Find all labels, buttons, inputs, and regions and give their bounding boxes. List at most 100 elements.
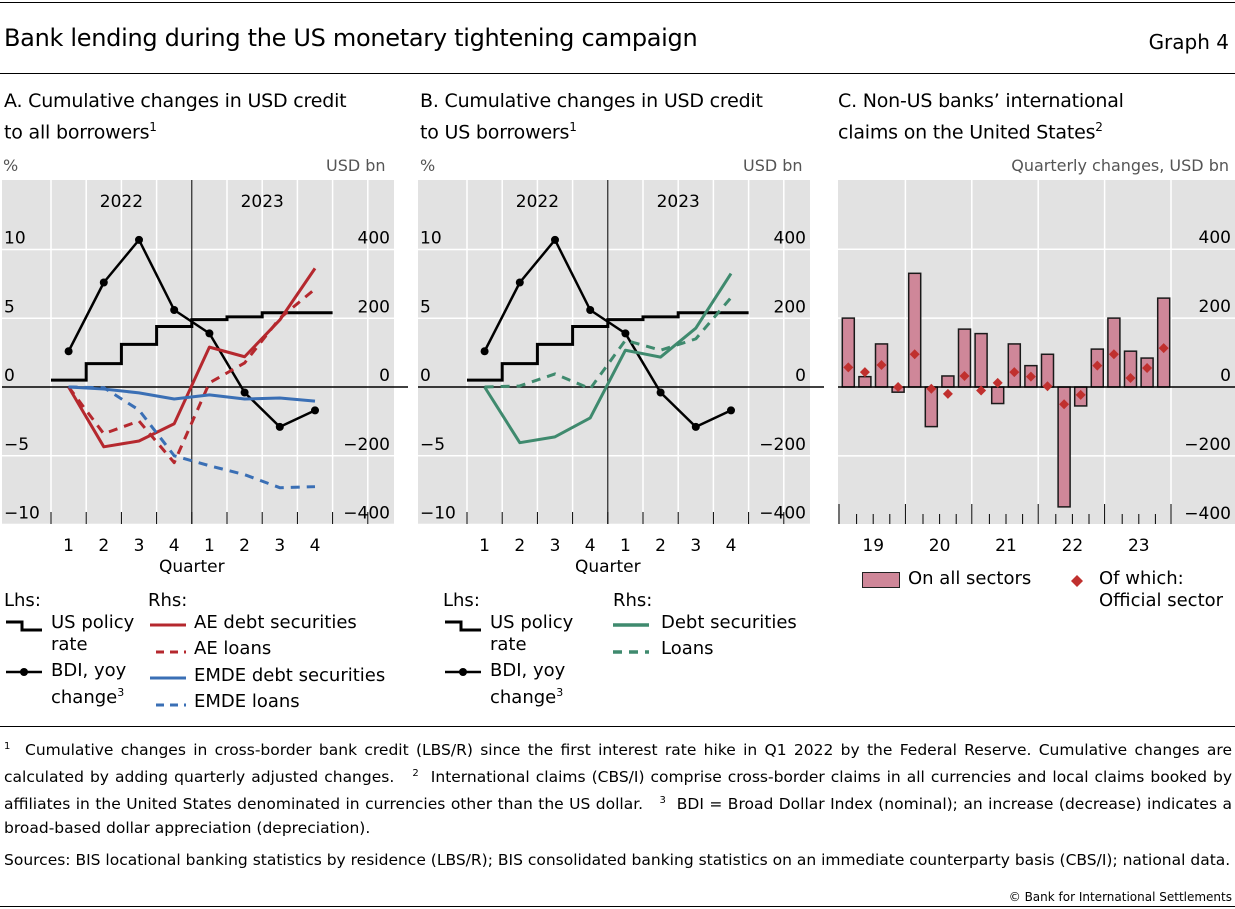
debt-securities-line <box>483 272 733 445</box>
loans-legend-icon <box>613 650 649 654</box>
y-left-tick-label: −5 <box>4 435 29 455</box>
bar-all-sectors <box>1156 297 1171 388</box>
bdi-point <box>205 329 214 338</box>
bdi-point <box>515 278 524 287</box>
diamond-official-sector <box>1125 373 1136 384</box>
bdi-point <box>656 388 665 397</box>
y-right-tick-label: −200 <box>759 435 806 455</box>
bdi-point <box>621 329 630 338</box>
bar-all-sectors <box>990 386 1005 405</box>
legend-bdi: BDI, yoy change3 <box>51 660 127 708</box>
diamond-official-sector <box>843 362 854 373</box>
bar-all-sectors <box>841 317 856 388</box>
panel-b-chart: 10 5 0 −5 −10 400 200 0 −200 −400 2022 2023 1 2 3 4 1 2 3 4… <box>418 180 824 577</box>
x-tick-label: 2 <box>98 536 109 556</box>
diamond-official-sector <box>992 377 1003 388</box>
year-label: 2022 <box>100 192 143 212</box>
diamond-official-sector <box>959 370 970 381</box>
y-left-tick-label: 10 <box>4 229 26 249</box>
y-left-tick-label: 0 <box>420 366 431 386</box>
y-left-tick-label: 0 <box>4 366 15 386</box>
panel-a-chart: 10 5 0 −5 −10 400 200 0 −200 −400 2022 2023 1 2 3 4 1 2 3 4… <box>2 180 408 577</box>
bar-all-sectors <box>1007 343 1022 388</box>
plot-background <box>418 180 810 524</box>
footnotes: 1 Cumulative changes in cross-border ban… <box>4 741 1233 838</box>
ae-loans-line <box>67 287 316 465</box>
diamond-official-sector <box>1075 389 1086 400</box>
x-tick-label: 4 <box>726 536 737 556</box>
bdi-point <box>135 235 143 244</box>
x-tick-label: 2 <box>655 536 666 556</box>
bdi-point <box>551 235 559 244</box>
diamond-official-sector <box>1059 399 1070 410</box>
top-rule <box>0 2 1235 3</box>
policy-rate-legend-icon <box>445 620 481 632</box>
y-tick-label: 200 <box>1199 297 1231 317</box>
y-right-tick-label: 0 <box>379 366 390 386</box>
y-tick-label: −200 <box>1184 435 1231 455</box>
diamond-official-sector <box>876 359 887 370</box>
panel-b-title: B. Cumulative changes in USD credit to U… <box>420 90 763 144</box>
panel-a-rhs-unit: USD bn <box>326 156 386 175</box>
panel-c-chart: 400 200 0 −200 −400 19 20 21 22 23 <box>838 180 1235 556</box>
plot-background <box>2 180 394 524</box>
panel-a-lhs-unit: % <box>3 156 19 175</box>
legend-loans: Loans <box>661 638 714 659</box>
legend-rhs-label: Rhs: <box>148 590 188 611</box>
bdi-yoy-change-line <box>67 238 316 429</box>
x-tick-label: 1 <box>204 536 215 556</box>
y-tick-label: 0 <box>1220 366 1231 386</box>
x-tick-label: 3 <box>550 536 561 556</box>
diamond-official-sector <box>1092 360 1103 371</box>
legend-bdi: BDI, yoy change3 <box>490 660 566 708</box>
emde-loans-line <box>68 385 316 490</box>
bdi-point <box>727 406 735 415</box>
diamond-official-sector <box>926 383 937 394</box>
diamond-official-sector <box>1158 343 1169 354</box>
panel-b-lhs-unit: % <box>420 156 436 175</box>
panel-c-title: C. Non-US banks’ international claims on… <box>838 90 1124 144</box>
diamond-official-sector <box>1142 363 1153 374</box>
diamond-official-sector <box>1108 349 1119 360</box>
bdi-point <box>691 422 700 431</box>
bar-all-sectors <box>907 272 922 388</box>
legend-ae-loans: AE loans <box>194 638 272 659</box>
legend-ae-debt: AE debt securities <box>194 612 357 633</box>
bdi-point <box>240 388 249 397</box>
x-tick-label: 3 <box>134 536 145 556</box>
legend-lhs-label: Lhs: <box>4 590 41 611</box>
plot-background <box>838 180 1235 524</box>
y-right-tick-label: 200 <box>358 297 390 317</box>
y-right-tick-label: 200 <box>774 297 806 317</box>
y-right-tick-label: −200 <box>343 435 390 455</box>
copyright: © Bank for International Settlements <box>1008 890 1232 904</box>
legend-emde-debt: EMDE debt securities <box>194 665 386 686</box>
y-right-tick-label: 400 <box>358 229 390 249</box>
bdi-point <box>275 422 284 431</box>
x-tick-label: 3 <box>274 536 285 556</box>
y-right-tick-label: 0 <box>795 366 806 386</box>
panel-b-legend: Lhs: Rhs: US policy rate BDI, yoy change3 … <box>443 590 823 720</box>
graph-title: Bank lending during the US monetary tigh… <box>4 24 698 52</box>
policy-rate-legend-icon <box>6 620 42 632</box>
diamond-official-sector <box>1025 371 1036 382</box>
x-axis-label: Quarter <box>159 557 225 577</box>
year-label: 2023 <box>657 192 700 212</box>
title-rule <box>0 73 1235 74</box>
policy-rate-line <box>467 311 749 382</box>
y-right-tick-label: −400 <box>343 504 390 524</box>
y-left-tick-label: −10 <box>4 504 40 524</box>
legend-rhs-label: Rhs: <box>613 590 653 611</box>
bar-legend-swatch <box>862 572 900 588</box>
bar-all-sectors <box>941 375 955 388</box>
y-left-tick-label: −10 <box>420 504 456 524</box>
x-tick-label: 1 <box>479 536 490 556</box>
diamond-official-sector <box>893 382 904 392</box>
diamond-official-sector <box>976 385 987 396</box>
y-tick-label: −400 <box>1184 504 1231 524</box>
bdi-point <box>99 278 108 287</box>
diamond-official-sector <box>942 388 953 399</box>
legend-lhs-label: Lhs: <box>443 590 480 611</box>
x-tick-label: 2 <box>514 536 525 556</box>
bdi-yoy-change-line <box>483 238 732 429</box>
